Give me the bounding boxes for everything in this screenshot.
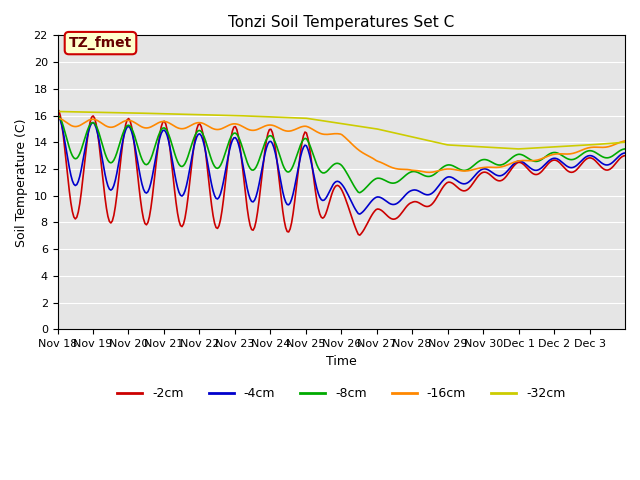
- -4cm: [73, 182, 81, 188]
- -2cm: [618, 154, 626, 159]
- Line: -8cm: -8cm: [58, 116, 625, 192]
- X-axis label: Time: Time: [326, 355, 356, 368]
- Legend: -2cm, -4cm, -8cm, -16cm, -32cm: -2cm, -4cm, -8cm, -16cm, -32cm: [112, 383, 570, 406]
- -2cm: [621, 153, 629, 158]
- -4cm: [91, 121, 99, 127]
- -4cm: [618, 151, 626, 157]
- Line: -32cm: -32cm: [58, 111, 625, 149]
- -16cm: [73, 123, 81, 129]
- -4cm: [346, 195, 353, 201]
- Line: -4cm: -4cm: [58, 116, 625, 214]
- -8cm: [544, 152, 552, 158]
- -16cm: [91, 117, 99, 122]
- -16cm: [621, 138, 629, 144]
- -2cm: [54, 106, 61, 112]
- -32cm: [346, 122, 353, 128]
- -2cm: [91, 115, 99, 121]
- -4cm: [621, 150, 629, 156]
- Line: -16cm: -16cm: [58, 118, 625, 172]
- -2cm: [544, 161, 552, 167]
- -8cm: [91, 120, 99, 126]
- -2cm: [356, 232, 364, 238]
- Line: -2cm: -2cm: [58, 109, 625, 235]
- -32cm: [544, 144, 552, 150]
- -32cm: [73, 109, 81, 115]
- -8cm: [73, 156, 81, 161]
- -4cm: [460, 181, 467, 187]
- Y-axis label: Soil Temperature (C): Soil Temperature (C): [15, 118, 28, 247]
- -8cm: [618, 147, 626, 153]
- Text: TZ_fmet: TZ_fmet: [69, 36, 132, 50]
- Title: Tonzi Soil Temperatures Set C: Tonzi Soil Temperatures Set C: [228, 15, 454, 30]
- -16cm: [426, 169, 433, 175]
- -8cm: [621, 146, 629, 152]
- -2cm: [73, 215, 81, 220]
- -16cm: [618, 139, 626, 144]
- -4cm: [356, 211, 364, 217]
- -16cm: [346, 139, 353, 144]
- -4cm: [544, 159, 552, 165]
- -4cm: [54, 113, 61, 119]
- -8cm: [346, 175, 353, 180]
- -32cm: [515, 146, 522, 152]
- -8cm: [460, 168, 467, 173]
- -8cm: [54, 113, 61, 119]
- -8cm: [356, 190, 364, 195]
- -32cm: [54, 108, 61, 114]
- -32cm: [458, 143, 466, 149]
- -16cm: [460, 168, 467, 174]
- -16cm: [54, 115, 61, 121]
- -16cm: [544, 153, 552, 159]
- -32cm: [91, 109, 99, 115]
- -2cm: [460, 188, 467, 194]
- -32cm: [621, 139, 629, 145]
- -2cm: [346, 207, 353, 213]
- -32cm: [618, 140, 626, 145]
